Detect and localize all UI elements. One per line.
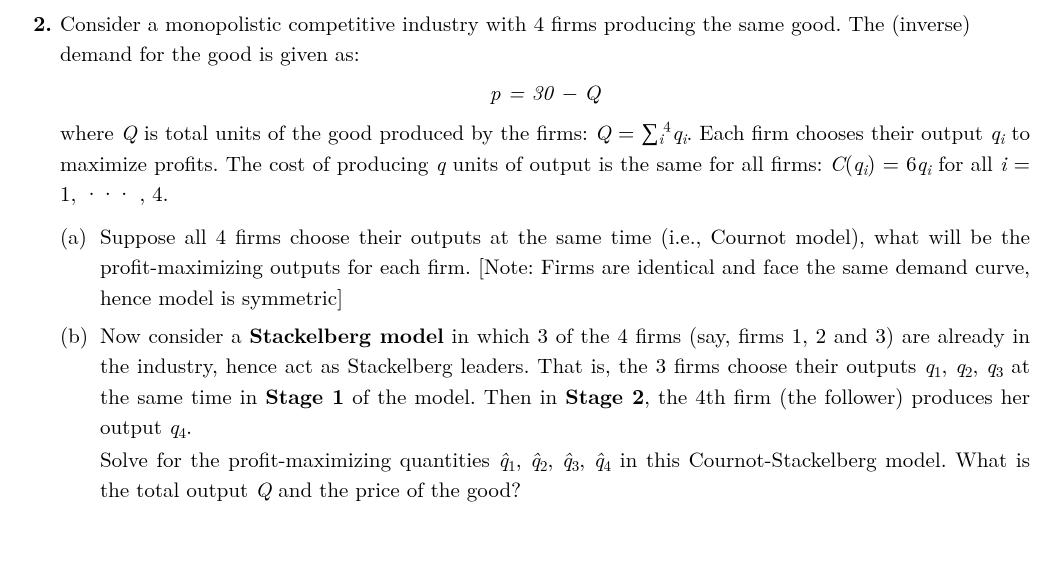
subpart-a-body: Suppose all 4 firms choose their outputs… — [100, 221, 1030, 312]
subpart-b-body: Now consider a Stackelberg model in whic… — [100, 320, 1030, 505]
subpart-b: (b) Now consider a Stackelberg model in … — [60, 320, 1030, 505]
after-equation-paragraph: where Q is total units of the good produ… — [60, 117, 1030, 208]
intro-line-1: Consider a monopolistic competitive indu… — [60, 8, 841, 38]
question-number: 2. — [8, 8, 60, 513]
question-block: 2. Consider a monopolistic competitive i… — [8, 8, 1030, 513]
problem-page: 2. Consider a monopolistic competitive i… — [0, 0, 1058, 521]
intro-paragraph: Consider a monopolistic competitive indu… — [60, 8, 1030, 69]
subpart-a-label: (a) — [60, 221, 100, 312]
question-body: Consider a monopolistic competitive indu… — [60, 8, 1030, 513]
subpart-a: (a) Suppose all 4 firms choose their out… — [60, 221, 1030, 312]
display-equation: p = 30 − Q — [60, 77, 1030, 107]
subparts-list: (a) Suppose all 4 firms choose their out… — [60, 221, 1030, 505]
subpart-b-label: (b) — [60, 320, 100, 505]
